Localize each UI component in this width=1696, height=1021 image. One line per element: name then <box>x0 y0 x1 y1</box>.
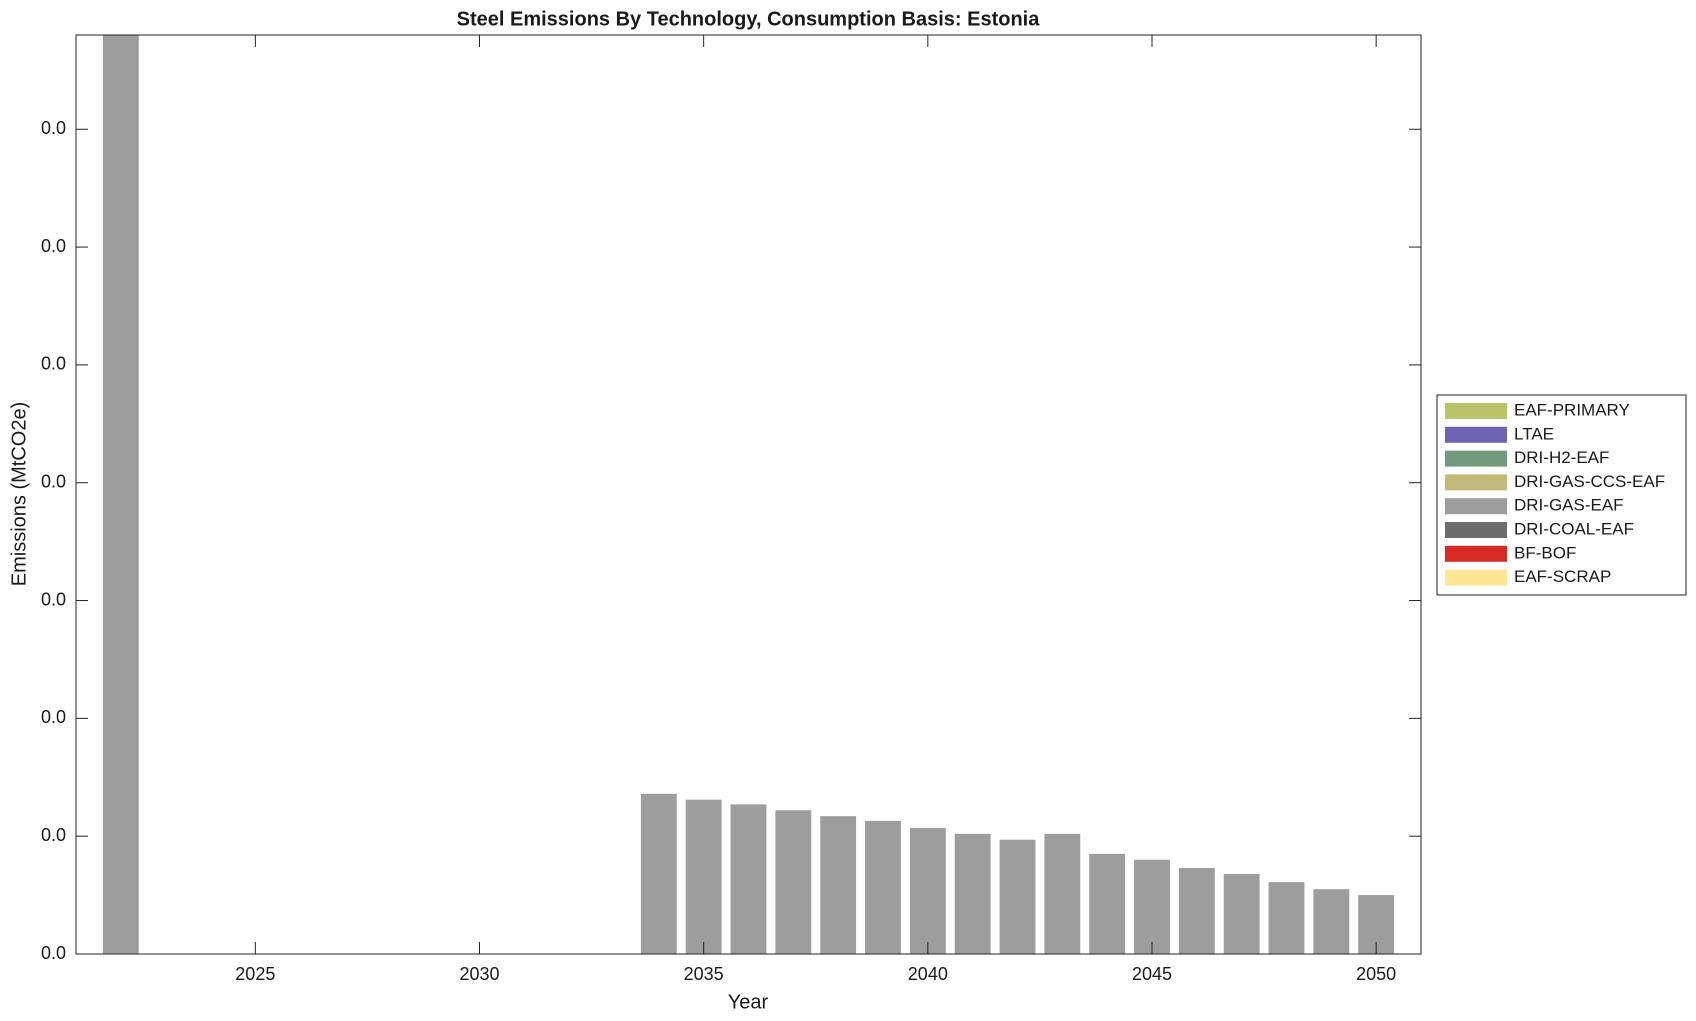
x-tick-label: 2035 <box>684 964 724 984</box>
bar-segment <box>954 833 991 954</box>
x-tick-label: 2045 <box>1132 964 1172 984</box>
y-tick-label: 0.0 <box>41 354 66 374</box>
x-tick-label: 2050 <box>1356 964 1396 984</box>
bar-segment <box>640 793 677 954</box>
legend-swatch <box>1445 569 1507 586</box>
legend-swatch <box>1445 450 1507 467</box>
legend-swatch <box>1445 426 1507 443</box>
bar-segment <box>1178 867 1215 954</box>
y-tick-label: 0.0 <box>41 825 66 845</box>
bar-segment <box>775 810 812 954</box>
bars <box>102 35 1395 954</box>
legend-swatch <box>1445 403 1507 419</box>
legend-label: EAF-SCRAP <box>1514 567 1611 586</box>
legend-label: DRI-GAS-CCS-EAF <box>1514 472 1665 491</box>
bar-segment <box>999 839 1036 954</box>
bar-segment <box>1089 853 1126 954</box>
legend-label: DRI-GAS-EAF <box>1514 496 1624 515</box>
legend-label: DRI-COAL-EAF <box>1514 519 1634 538</box>
bar-segment <box>1044 833 1081 954</box>
x-axis-label: Year <box>728 991 769 1013</box>
legend-label: BF-BOF <box>1514 543 1576 562</box>
bar-segment <box>1313 889 1350 954</box>
x-tick-label: 2025 <box>235 964 275 984</box>
x-tick-label: 2030 <box>459 964 499 984</box>
bar-segment <box>909 827 946 954</box>
legend-label: LTAE <box>1514 424 1554 443</box>
bar-segment <box>865 820 901 954</box>
bar-segment <box>1268 882 1305 954</box>
legend-label: DRI-H2-EAF <box>1514 448 1609 467</box>
chart-title: Steel Emissions By Technology, Consumpti… <box>457 8 1041 30</box>
bar-segment <box>1134 859 1170 954</box>
y-tick-label: 0.0 <box>41 707 66 727</box>
bar-segment <box>1223 873 1260 954</box>
bar-segment <box>102 35 139 954</box>
y-tick-label: 0.0 <box>41 118 66 138</box>
legend-swatch <box>1445 545 1507 562</box>
bar-segment <box>820 816 857 954</box>
legend-swatch <box>1445 498 1507 515</box>
legend-swatch <box>1445 474 1507 491</box>
y-tick-label: 0.0 <box>41 236 66 256</box>
bar-segment <box>730 804 767 954</box>
plot-frame <box>75 34 1422 955</box>
y-axis-label: Emissions (MtCO2e) <box>8 402 30 586</box>
y-tick-label: 0.0 <box>41 471 66 491</box>
bar-segment <box>685 799 722 954</box>
y-tick-label: 0.0 <box>41 943 66 963</box>
x-tick-label: 2040 <box>908 964 948 984</box>
legend-swatch <box>1445 522 1507 538</box>
y-tick-label: 0.0 <box>41 589 66 609</box>
legend-label: EAF-PRIMARY <box>1514 400 1630 419</box>
